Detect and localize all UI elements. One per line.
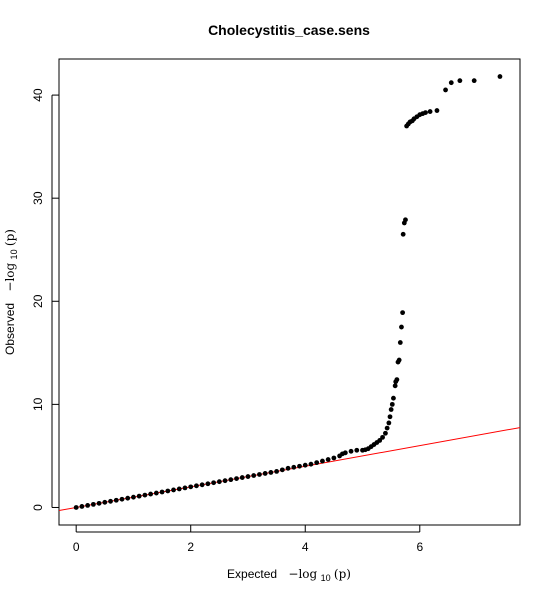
y-axis: 0 10 20 30 40: [31, 88, 59, 511]
data-point: [320, 458, 325, 464]
x-tick-label: 4: [302, 540, 309, 554]
data-points: [73, 74, 503, 510]
y-tick-label: 10: [31, 397, 45, 411]
data-point: [285, 465, 291, 471]
data-point: [397, 340, 403, 345]
data-point: [165, 488, 171, 494]
data-point: [471, 78, 477, 84]
data-point: [268, 470, 274, 475]
chart-title: Cholecystitis_case.sens: [208, 22, 370, 38]
data-point: [342, 450, 348, 456]
y-axis-label-sub: 10: [9, 249, 19, 259]
data-point: [386, 420, 392, 426]
data-point: [176, 486, 182, 492]
data-point: [389, 401, 395, 407]
data-point: [194, 483, 199, 489]
x-axis: 0 2 4 6: [73, 525, 423, 554]
data-point: [245, 474, 251, 479]
data-point: [136, 493, 142, 499]
data-point: [205, 481, 211, 487]
data-point: [434, 108, 440, 113]
data-point: [302, 462, 308, 468]
data-point: [348, 448, 354, 454]
x-tick-label: 2: [187, 540, 194, 554]
data-point: [85, 503, 91, 508]
data-point: [331, 455, 337, 461]
data-point: [291, 464, 297, 470]
data-point: [119, 496, 125, 502]
data-point: [377, 438, 383, 443]
x-axis-label-arg: (p): [334, 567, 351, 581]
data-point: [399, 324, 404, 330]
y-axis-label-math: −log: [3, 262, 17, 291]
data-point: [199, 482, 205, 488]
data-point: [380, 434, 385, 440]
data-point: [400, 310, 406, 316]
data-point: [297, 463, 302, 469]
data-point: [396, 357, 402, 363]
data-point: [354, 447, 360, 453]
y-axis-label-arg: (p): [3, 229, 17, 246]
data-point: [73, 505, 79, 510]
data-point: [148, 491, 154, 497]
data-point: [102, 499, 108, 505]
x-axis-label: Expected −log 10 (p): [227, 567, 351, 584]
data-point: [216, 479, 222, 485]
y-tick-label: 20: [31, 294, 45, 308]
data-point: [142, 492, 148, 498]
data-point: [497, 74, 503, 79]
data-point: [392, 383, 398, 389]
data-point: [239, 475, 245, 480]
data-point: [394, 377, 400, 383]
data-point: [182, 485, 188, 491]
data-point: [383, 430, 388, 436]
data-point: [96, 500, 102, 506]
data-point: [384, 425, 390, 431]
data-point: [325, 457, 331, 462]
data-point: [251, 473, 257, 478]
data-point: [400, 231, 406, 237]
x-tick-label: 0: [73, 540, 80, 554]
y-tick-label: 0: [31, 504, 45, 511]
x-axis-label-math: −log: [288, 567, 317, 581]
data-point: [388, 407, 394, 412]
data-point: [257, 472, 262, 477]
data-point: [443, 87, 448, 93]
y-axis-label: Observed −log 10 (p): [3, 229, 20, 355]
data-point: [274, 468, 280, 474]
data-point: [387, 414, 393, 420]
data-point: [391, 395, 396, 401]
data-point: [228, 477, 234, 483]
data-point: [448, 80, 454, 86]
plot-frame: [58, 58, 521, 526]
data-point: [427, 109, 433, 114]
data-point: [125, 495, 131, 501]
data-point: [457, 78, 463, 84]
y-axis-label-prefix: Observed: [3, 303, 17, 355]
x-tick-label: 6: [416, 540, 423, 554]
x-axis-label-prefix: Expected: [227, 567, 277, 581]
data-point: [153, 490, 159, 496]
data-point: [131, 494, 136, 500]
x-axis-label-sub: 10: [321, 573, 331, 583]
data-point: [188, 484, 194, 490]
data-point: [90, 501, 96, 507]
data-point: [222, 478, 228, 484]
data-point: [314, 460, 320, 466]
y-tick-label: 30: [31, 191, 45, 205]
data-point: [113, 497, 119, 503]
data-point: [423, 110, 428, 116]
data-point: [234, 476, 239, 482]
data-point: [403, 217, 408, 223]
data-point: [159, 489, 165, 495]
data-point: [171, 487, 176, 493]
data-point: [262, 471, 268, 476]
data-point: [79, 504, 85, 509]
data-point: [308, 461, 314, 467]
data-point: [108, 498, 113, 504]
data-point: [211, 480, 217, 486]
y-tick-label: 40: [31, 88, 45, 102]
data-point: [279, 467, 285, 473]
